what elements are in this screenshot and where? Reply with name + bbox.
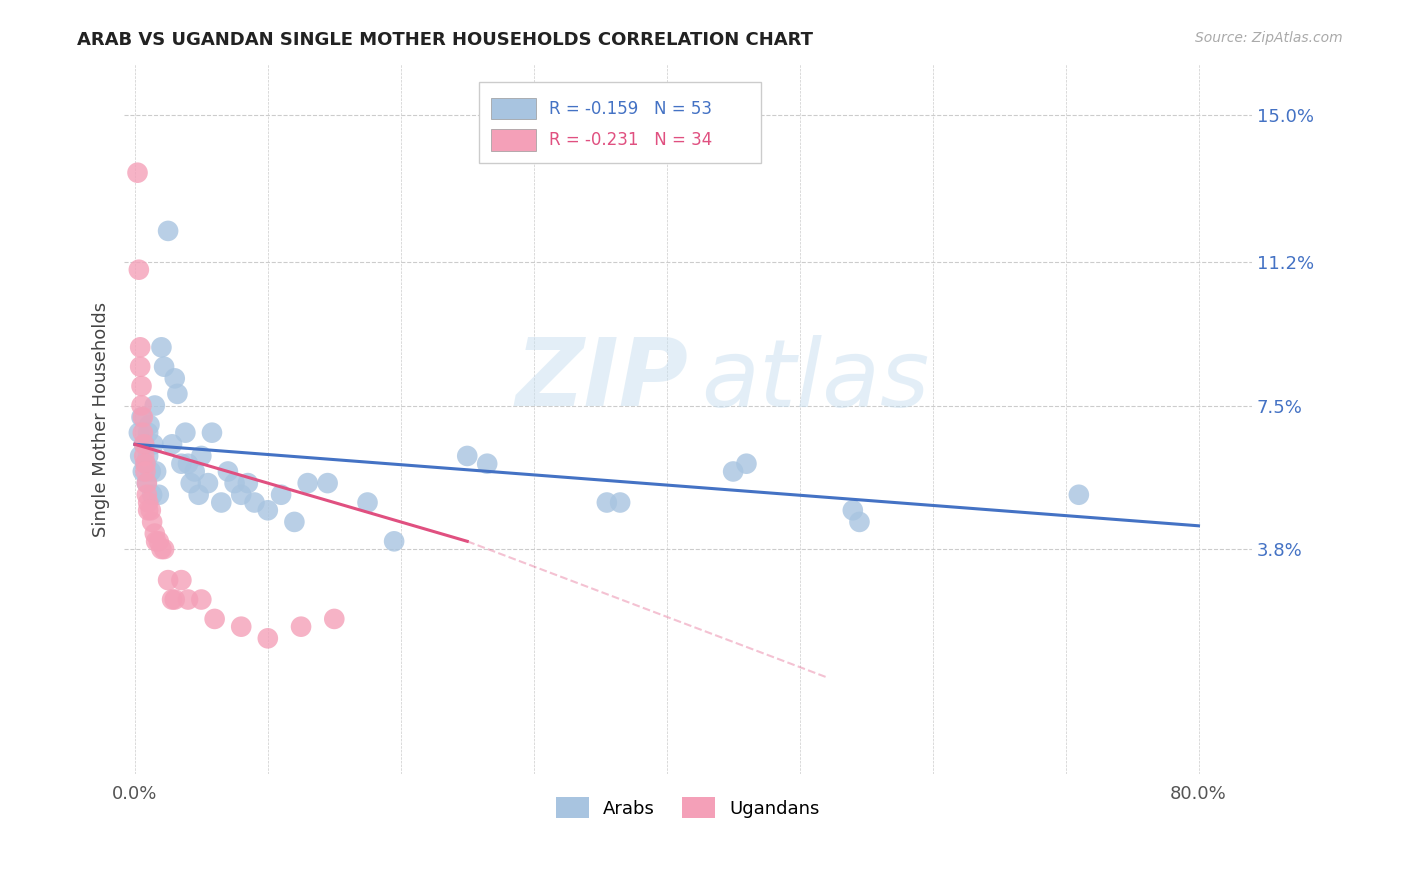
Point [236, 476, 259, 491]
Point [842, 503, 865, 517]
Point [145, 465, 167, 479]
Point [596, 495, 619, 509]
Point [160, 592, 183, 607]
Point [356, 495, 378, 509]
Legend: Arabs, Ugandans: Arabs, Ugandans [550, 790, 827, 825]
Point [721, 465, 744, 479]
Point [148, 534, 170, 549]
Point [136, 495, 159, 509]
Point [477, 457, 499, 471]
Point [148, 488, 170, 502]
Point [129, 359, 152, 374]
Point [143, 399, 166, 413]
Point [134, 457, 156, 471]
Point [177, 592, 200, 607]
Point [609, 495, 631, 509]
Point [163, 592, 186, 607]
Point [135, 476, 157, 491]
Point [145, 534, 167, 549]
Point [131, 399, 153, 413]
Point [134, 437, 156, 451]
Point [153, 359, 176, 374]
Point [157, 224, 180, 238]
Point [174, 425, 197, 440]
Point [132, 410, 155, 425]
Point [131, 379, 153, 393]
Point [204, 612, 226, 626]
Point [270, 488, 292, 502]
Point [382, 534, 405, 549]
Point [243, 495, 266, 509]
Point [127, 166, 149, 180]
Point [132, 465, 155, 479]
Point [134, 457, 156, 471]
Point [183, 465, 205, 479]
Point [128, 425, 150, 440]
Point [209, 495, 232, 509]
Point [160, 437, 183, 451]
FancyBboxPatch shape [479, 82, 761, 163]
Point [139, 465, 162, 479]
Point [135, 476, 157, 491]
Point [456, 449, 478, 463]
Text: ARAB VS UGANDAN SINGLE MOTHER HOUSEHOLDS CORRELATION CHART: ARAB VS UGANDAN SINGLE MOTHER HOUSEHOLDS… [77, 31, 813, 49]
Point [256, 503, 278, 517]
Point [256, 632, 278, 646]
Point [150, 542, 173, 557]
Text: Source: ZipAtlas.com: Source: ZipAtlas.com [1195, 31, 1343, 45]
Point [143, 526, 166, 541]
FancyBboxPatch shape [491, 98, 536, 120]
Point [231, 488, 253, 502]
Point [138, 417, 160, 432]
Point [1067, 488, 1090, 502]
Point [128, 262, 150, 277]
Point [217, 465, 239, 479]
Text: ZIP: ZIP [515, 334, 688, 426]
Point [290, 620, 312, 634]
Point [177, 457, 200, 471]
Point [187, 488, 209, 502]
Point [142, 437, 165, 451]
Point [129, 449, 152, 463]
Point [201, 425, 224, 440]
Point [136, 425, 159, 440]
Y-axis label: Single Mother Households: Single Mother Households [93, 301, 110, 537]
Point [134, 449, 156, 463]
Point [135, 488, 157, 502]
Point [141, 488, 163, 502]
Point [224, 476, 246, 491]
Point [134, 465, 156, 479]
Point [231, 620, 253, 634]
Point [316, 476, 339, 491]
Point [131, 410, 153, 425]
FancyBboxPatch shape [491, 129, 536, 151]
Text: atlas: atlas [702, 334, 929, 425]
Point [163, 371, 186, 385]
Point [170, 457, 193, 471]
Point [132, 425, 155, 440]
Point [170, 573, 193, 587]
Point [136, 503, 159, 517]
Point [166, 387, 188, 401]
Point [297, 476, 319, 491]
Point [153, 542, 176, 557]
Text: R = -0.231   N = 34: R = -0.231 N = 34 [550, 131, 713, 149]
Point [150, 340, 173, 354]
Point [190, 449, 212, 463]
Point [139, 503, 162, 517]
Text: R = -0.159   N = 53: R = -0.159 N = 53 [550, 100, 713, 118]
Point [848, 515, 870, 529]
Point [129, 340, 152, 354]
Point [735, 457, 758, 471]
Point [141, 515, 163, 529]
Point [134, 437, 156, 451]
Point [157, 573, 180, 587]
Point [180, 476, 202, 491]
Point [190, 592, 212, 607]
Point [197, 476, 219, 491]
Point [323, 612, 346, 626]
Point [136, 449, 159, 463]
Point [283, 515, 305, 529]
